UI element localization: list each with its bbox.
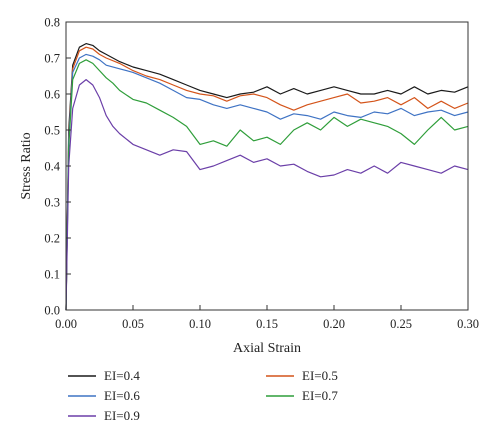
legend-label: EI=0.4: [104, 368, 140, 383]
legend-item: EI=0.4: [68, 368, 140, 383]
y-tick-label: 0.4: [44, 160, 60, 174]
series-line-1: [65, 43, 469, 311]
x-tick-label: 0.20: [323, 317, 345, 331]
series-line-5: [65, 79, 469, 311]
y-tick-label: 0.1: [44, 268, 60, 282]
y-tick-label: 0.8: [44, 16, 60, 30]
x-axis-label: Axial Strain: [233, 341, 301, 356]
y-tick-label: 0.0: [44, 304, 60, 318]
x-tick-label: 0.15: [256, 317, 278, 331]
legend-item: EI=0.5: [266, 368, 338, 383]
legend-item: EI=0.6: [68, 388, 140, 403]
legend-label: EI=0.9: [104, 408, 140, 423]
ticks-layer: 0.00 0.05 0.10 0.15 0.20 0.25 0.30 0.0 0.1 0.2 0.3…: [44, 16, 479, 332]
y-axis-label: Stress Ratio: [19, 132, 34, 199]
legend-label: EI=0.6: [104, 388, 140, 403]
y-tick-label: 0.3: [44, 196, 60, 210]
x-tick-label: 0.00: [55, 317, 77, 331]
y-tick-label: 0.7: [44, 52, 60, 66]
y-tick-label: 0.2: [44, 232, 60, 246]
legend-label: EI=0.5: [302, 368, 338, 383]
series-line-4: [65, 59, 469, 311]
y-tick-label: 0.5: [44, 124, 60, 138]
legend-item: EI=0.9: [68, 408, 140, 423]
series-line-3: [65, 53, 469, 311]
x-tick-label: 0.10: [189, 317, 211, 331]
series-layer: [65, 43, 469, 311]
x-tick-label: 0.30: [457, 317, 479, 331]
series-line-2: [65, 46, 469, 311]
plot-frame: [65, 21, 469, 311]
y-tick-label: 0.6: [44, 88, 60, 102]
x-tick-label: 0.05: [122, 317, 144, 331]
legend-label: EI=0.7: [302, 388, 338, 403]
legend: EI=0.4 EI=0.5 EI=0.6 EI=0.7 EI=0.9: [68, 368, 338, 423]
legend-item: EI=0.7: [266, 388, 338, 403]
x-tick-label: 0.25: [390, 317, 412, 331]
